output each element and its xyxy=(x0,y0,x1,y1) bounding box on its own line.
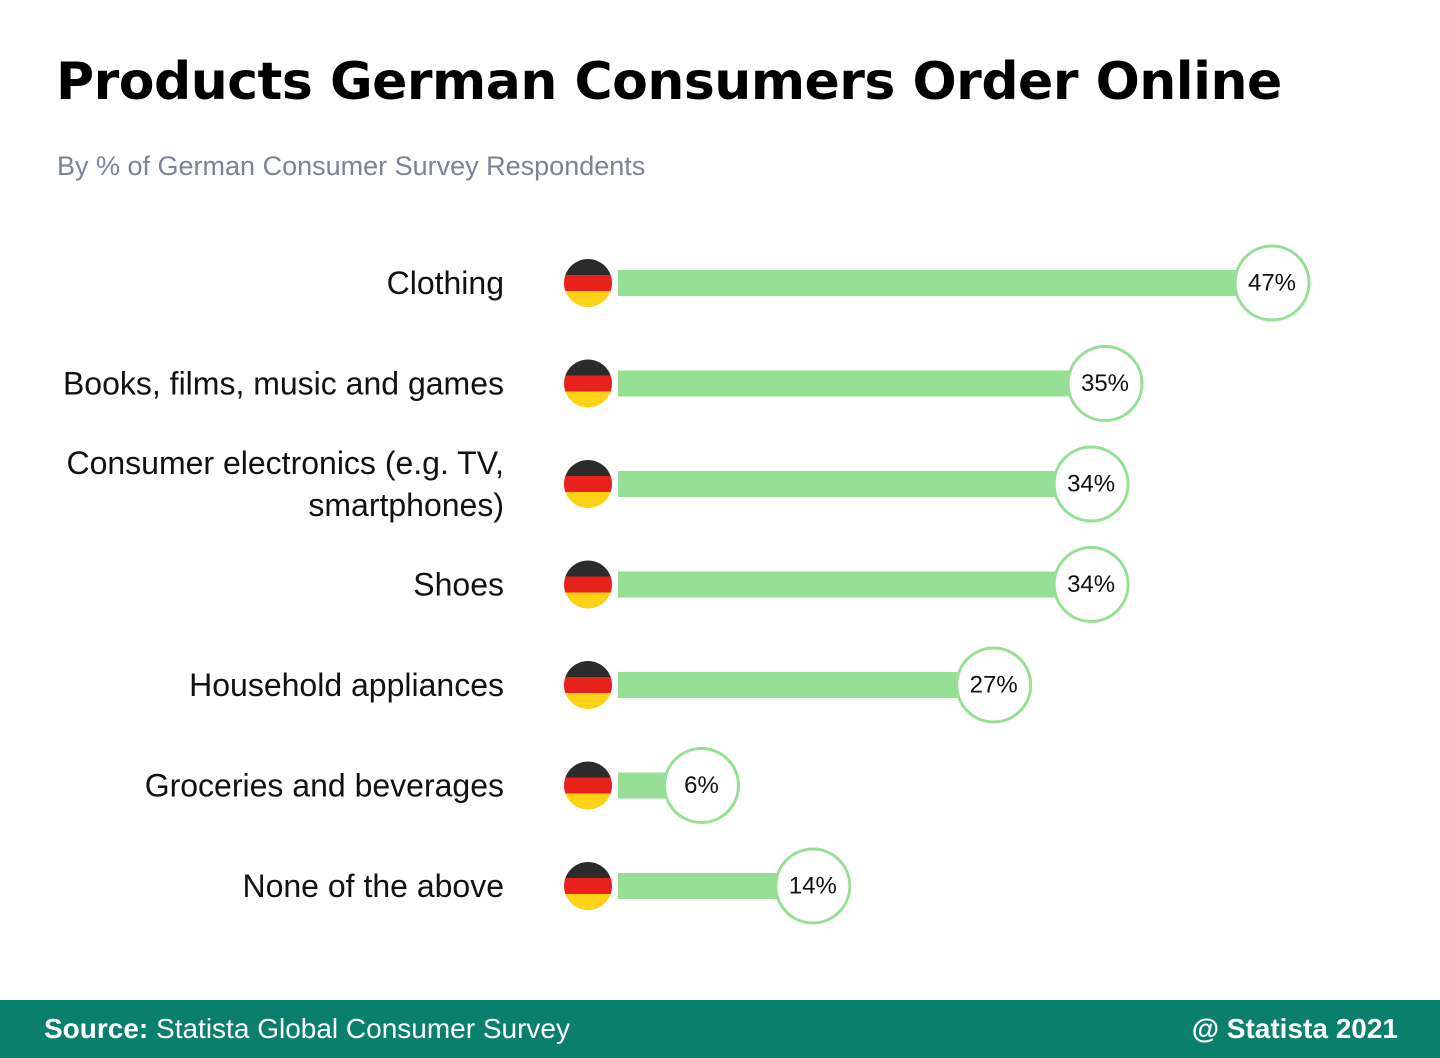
value-label: 14% xyxy=(789,873,837,900)
value-label: 47% xyxy=(1248,270,1296,297)
germany-flag-icon xyxy=(564,460,612,508)
bar xyxy=(618,571,1092,598)
bar xyxy=(618,270,1272,296)
value-label: 35% xyxy=(1081,370,1129,397)
footer-bar: Source: Statista Global Consumer Survey … xyxy=(0,1000,1440,1058)
chart-title: Products German Consumers Order Online xyxy=(56,52,1282,112)
category-label: Groceries and beverages xyxy=(145,768,504,804)
value-bubble xyxy=(1066,345,1144,422)
value-label: 6% xyxy=(684,772,719,799)
chart-subtitle: By % of German Consumer Survey Responden… xyxy=(57,151,646,181)
category-label: Shoes xyxy=(413,567,504,603)
value-bubble xyxy=(1233,244,1311,322)
value-label: 27% xyxy=(970,672,1018,699)
bar xyxy=(618,471,1092,497)
value-bubble xyxy=(955,646,1033,724)
value-label: 34% xyxy=(1067,471,1115,498)
category-label: smartphones) xyxy=(308,487,504,523)
value-bubble xyxy=(662,747,740,824)
category-label: Household appliances xyxy=(189,667,504,703)
germany-flag-icon xyxy=(564,560,612,609)
category-label: Clothing xyxy=(387,265,504,301)
germany-flag-icon xyxy=(564,661,612,709)
germany-flag-icon xyxy=(564,359,612,408)
bar xyxy=(618,370,1106,397)
value-bubble xyxy=(1052,445,1130,523)
source-value: Statista Global Consumer Survey xyxy=(156,1013,570,1044)
germany-flag-icon xyxy=(564,259,612,307)
value-bubble xyxy=(774,847,852,925)
germany-flag-icon xyxy=(564,862,612,910)
value-label: 34% xyxy=(1067,571,1115,598)
credit-text: @ Statista 2021 xyxy=(1191,1013,1398,1044)
source-note: Source: Statista Global Consumer Survey xyxy=(44,1000,570,1058)
bar xyxy=(618,672,994,698)
germany-flag-icon xyxy=(564,761,612,810)
source-key: Source: xyxy=(44,1013,149,1044)
value-bubble xyxy=(1052,546,1130,623)
category-label: Books, films, music and games xyxy=(63,366,504,402)
bar-chart: Clothing 47% Books, films, music and games… xyxy=(63,244,1311,925)
category-label: Consumer electronics (e.g. TV, xyxy=(66,445,504,481)
category-label: None of the above xyxy=(242,868,504,904)
